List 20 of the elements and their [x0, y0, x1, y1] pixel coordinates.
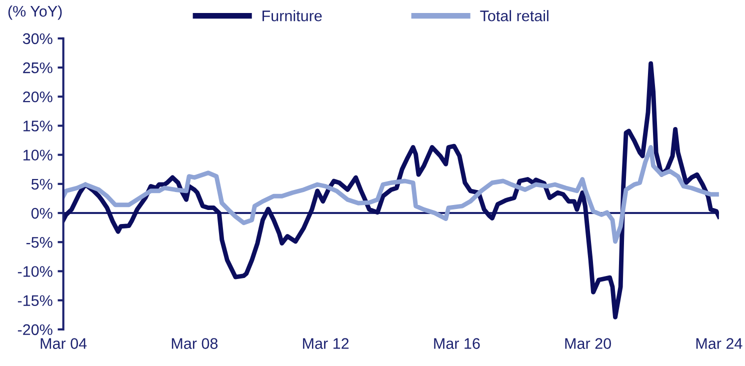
y-tick-label: -10%	[18, 266, 52, 277]
x-tick-label: Mar 24	[696, 338, 742, 349]
y-tick-label: 0%	[31, 208, 52, 219]
x-tick-label: Mar 08	[172, 338, 218, 349]
y-tick-label: 30%	[22, 33, 52, 44]
y-tick-label: -5%	[26, 237, 52, 248]
y-tick-label: 25%	[23, 62, 52, 74]
x-tick-label: Mar 04	[40, 338, 87, 349]
x-tick-label: Mar 20	[565, 338, 611, 349]
legend-label: Total retail	[480, 10, 548, 22]
x-tick-label: Mar 12	[303, 338, 349, 349]
y-tick-label: 10%	[23, 150, 52, 161]
y-axis-title: (% YoY)	[8, 5, 62, 20]
legend-label: Furniture	[262, 10, 322, 22]
y-tick-label: -20%	[18, 324, 52, 336]
y-tick-label: -15%	[18, 295, 52, 306]
y-tick-label: 20%	[23, 91, 52, 102]
y-tick-label: 5%	[31, 178, 52, 190]
y-tick-label: 15%	[23, 120, 52, 132]
x-tick-label: Mar 16	[434, 338, 480, 349]
